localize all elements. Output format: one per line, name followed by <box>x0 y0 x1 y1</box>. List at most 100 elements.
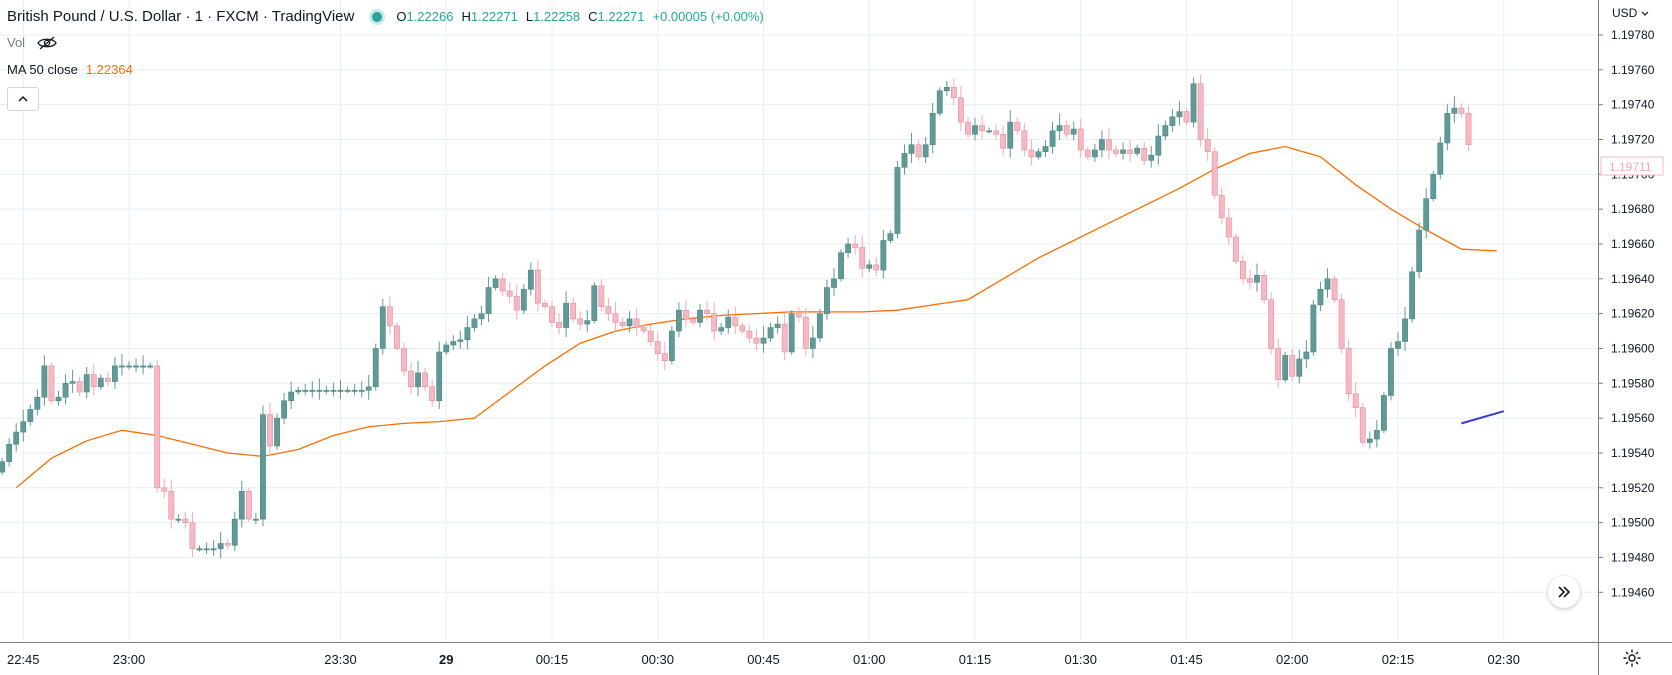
candle-body <box>1247 278 1253 283</box>
candle-body <box>675 309 682 332</box>
candle-body <box>534 269 541 304</box>
eye-hidden-icon[interactable] <box>37 36 57 50</box>
candle-up <box>929 102 936 154</box>
candle-body <box>133 365 139 368</box>
candle-body <box>365 386 372 391</box>
candle-body <box>1444 113 1451 144</box>
candle-body <box>866 264 873 269</box>
candle-body <box>1338 299 1345 349</box>
candle-body <box>1077 128 1084 151</box>
symbol-legend: British Pound / U.S. Dollar · 1 · FXCM ·… <box>7 8 764 25</box>
candle-up <box>217 531 224 559</box>
candle-body <box>640 327 647 332</box>
candle-body <box>1014 121 1021 132</box>
candle-body <box>809 337 816 349</box>
candle-body <box>1197 83 1204 140</box>
candle-body <box>1218 194 1225 219</box>
candle-body <box>1070 128 1077 135</box>
candle-up <box>1120 142 1126 160</box>
trend-line[interactable] <box>1461 410 1505 425</box>
candle-down <box>1141 141 1148 166</box>
price-tick-label: 1.19680 <box>1611 202 1655 216</box>
candle-body <box>591 285 598 321</box>
candle-body <box>401 348 407 372</box>
price-tick-label: 1.19580 <box>1611 376 1655 390</box>
candle-body <box>577 318 584 325</box>
candle-down <box>612 301 619 332</box>
candle-body <box>788 313 795 353</box>
candle-body <box>1028 149 1035 158</box>
candle-up <box>725 309 732 334</box>
candle-down <box>993 124 1000 140</box>
candle-body <box>48 365 55 402</box>
time-tick-label: 01:00 <box>853 652 886 667</box>
candle-body <box>1035 151 1042 158</box>
currency-menu-button[interactable]: USD <box>1612 6 1649 20</box>
candle-up <box>584 310 591 333</box>
candle-body <box>295 389 302 393</box>
candle-body <box>1091 149 1098 158</box>
trend-drawing[interactable] <box>1461 410 1505 425</box>
candle-body <box>499 278 506 292</box>
candle-up <box>1049 121 1056 154</box>
time-tick-label: 22:45 <box>7 652 40 667</box>
candle-body <box>175 518 182 521</box>
candle-up <box>697 303 703 328</box>
candle-body <box>781 323 788 353</box>
candle-body <box>1381 395 1387 431</box>
candle-body <box>1225 217 1232 238</box>
candle-up <box>1366 431 1373 449</box>
symbol-title[interactable]: British Pound / U.S. Dollar · 1 · FXCM ·… <box>7 8 355 25</box>
candle-down <box>549 300 555 328</box>
candle-down <box>1345 339 1352 401</box>
price-tick-label: 1.19780 <box>1611 28 1655 42</box>
chart-settings-button[interactable] <box>1620 646 1644 670</box>
currency-label: USD <box>1612 6 1638 20</box>
ohlc-open: O1.22266 <box>396 9 454 24</box>
time-tick-label: 00:45 <box>747 652 780 667</box>
candle-up <box>591 282 598 324</box>
scroll-to-realtime-button[interactable] <box>1548 576 1580 608</box>
candle-body <box>654 341 661 354</box>
candle-body <box>1127 149 1133 154</box>
candle-up <box>668 326 675 365</box>
candle-up <box>1007 110 1014 158</box>
candle-body <box>253 518 259 521</box>
candle-down <box>104 371 111 387</box>
candle-body <box>1099 139 1105 151</box>
ma-legend[interactable]: MA 50 close 1.22364 <box>7 62 133 77</box>
candle-up <box>34 389 41 416</box>
candle-body <box>506 290 513 297</box>
candle-down <box>640 324 647 334</box>
candle-up <box>20 409 27 442</box>
time-tick-label: 29 <box>439 652 453 667</box>
candle-down <box>859 235 866 278</box>
time-scale[interactable]: 22:45 23:00 23:30 29 00:15 00:30 00:45 01:00 01:… <box>7 652 1520 667</box>
candle-up <box>330 382 337 397</box>
candle-body <box>1317 288 1324 306</box>
candle-body <box>626 318 633 327</box>
candle-body <box>549 306 555 323</box>
collapse-legend-button[interactable] <box>7 87 39 111</box>
candle-up <box>41 355 48 406</box>
candle-down <box>1127 139 1133 162</box>
volume-legend[interactable]: Vol <box>7 35 57 50</box>
candle-body <box>824 287 830 314</box>
candle-body <box>633 318 640 328</box>
candle-body <box>1176 111 1183 118</box>
candle-body <box>450 341 457 346</box>
candle-body <box>1106 139 1112 151</box>
chevron-up-icon <box>18 95 28 102</box>
candle-body <box>485 287 492 314</box>
time-scale-background <box>0 642 1672 675</box>
candle-up <box>210 539 217 556</box>
candles <box>0 74 1472 559</box>
candle-body <box>1141 147 1148 161</box>
candle-body <box>1402 318 1408 342</box>
candle-down <box>979 115 985 140</box>
candle-up <box>1254 263 1260 292</box>
candle-body <box>1204 139 1211 152</box>
candle-up <box>1317 281 1324 312</box>
candle-body <box>302 389 309 392</box>
